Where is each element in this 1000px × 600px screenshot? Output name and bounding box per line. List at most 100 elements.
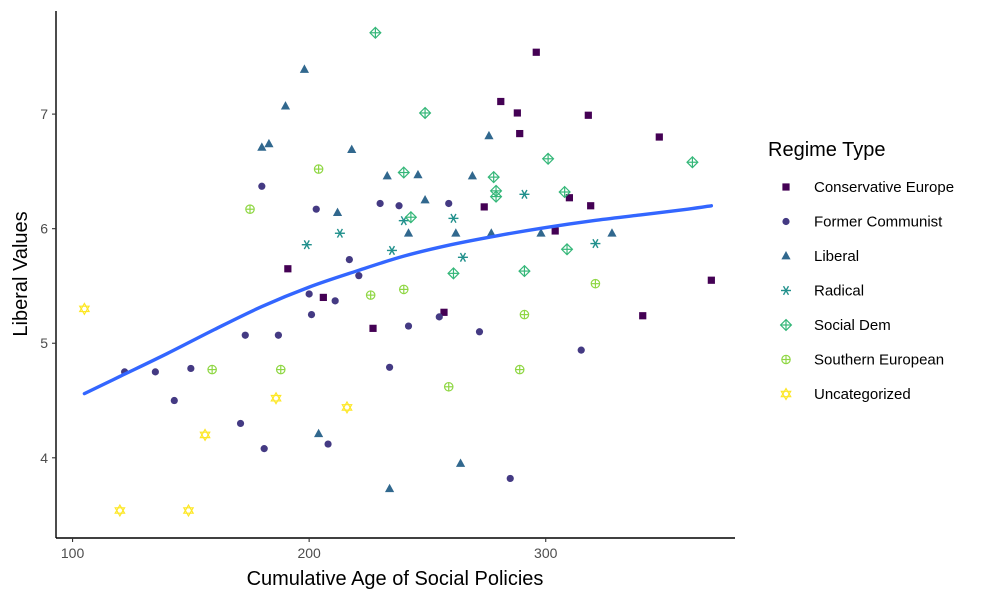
data-point — [334, 228, 345, 238]
data-point — [516, 129, 524, 138]
legend-key — [779, 318, 793, 332]
data-point — [345, 256, 353, 264]
data-point — [467, 170, 477, 180]
legend-item: Social Dem — [779, 317, 891, 334]
data-point — [312, 205, 320, 213]
data-point — [341, 400, 353, 414]
data-point — [577, 346, 585, 354]
data-point — [590, 278, 601, 289]
y-tick-label: 6 — [40, 221, 48, 237]
legend-label: Uncategorized — [814, 386, 911, 403]
data-point — [448, 213, 459, 224]
data-point — [365, 290, 376, 300]
legend-item: Radical — [781, 283, 864, 300]
data-point — [455, 458, 466, 467]
data-point — [560, 243, 574, 256]
data-point — [532, 48, 540, 56]
trend-line — [82, 204, 714, 396]
data-point — [519, 189, 530, 199]
legend-item: Liberal — [781, 248, 859, 265]
data-point — [78, 302, 91, 316]
data-point — [484, 130, 494, 140]
legend-label: Conservative Europe — [814, 179, 954, 196]
data-point — [445, 199, 453, 208]
data-point — [274, 331, 282, 339]
series-uncategorized — [78, 302, 353, 518]
data-point — [187, 364, 195, 373]
data-point — [404, 322, 413, 330]
legend-item: Southern European — [781, 352, 944, 369]
data-point — [420, 195, 430, 204]
legend-label: Liberal — [814, 248, 859, 265]
data-point — [487, 170, 500, 184]
data-point — [497, 97, 505, 106]
series-former-communist — [121, 182, 585, 483]
legend-label: Radical — [814, 283, 864, 300]
legend-item: Former Communist — [782, 214, 943, 231]
legend-item: Conservative Europe — [782, 179, 954, 196]
data-point — [584, 111, 592, 119]
data-point — [207, 364, 217, 375]
data-point — [403, 228, 414, 237]
data-point — [558, 185, 571, 199]
data-point — [301, 240, 312, 250]
data-point — [369, 26, 382, 40]
data-point — [314, 428, 324, 438]
series-social-dem — [369, 26, 699, 280]
data-point — [655, 133, 663, 141]
data-point — [275, 364, 286, 375]
data-point — [639, 312, 647, 320]
data-point — [398, 284, 409, 295]
data-point — [280, 101, 291, 110]
data-point — [565, 194, 573, 202]
data-point — [199, 428, 211, 442]
data-point — [686, 155, 699, 169]
legend-key — [781, 251, 791, 260]
data-point — [395, 202, 403, 210]
data-point — [480, 203, 488, 211]
data-point — [587, 202, 595, 210]
data-point — [443, 381, 454, 392]
data-point — [245, 204, 255, 214]
x-tick-label: 300 — [534, 545, 558, 561]
x-tick-label: 100 — [61, 545, 85, 561]
data-point — [241, 331, 249, 339]
legend: Regime Type Conservative Europe Former Co… — [768, 139, 954, 403]
data-point — [486, 228, 496, 237]
data-point — [514, 364, 525, 375]
y-tick-label: 5 — [40, 335, 48, 351]
data-point — [435, 313, 443, 321]
legend-key — [782, 183, 790, 191]
data-point — [236, 419, 245, 428]
data-point — [607, 228, 617, 237]
data-point — [551, 227, 559, 235]
data-point — [324, 440, 332, 448]
data-point — [299, 64, 310, 73]
data-point — [475, 328, 484, 336]
data-point — [305, 290, 313, 298]
data-point — [506, 474, 514, 483]
data-point — [382, 170, 392, 180]
data-point — [376, 199, 384, 208]
data-point — [313, 164, 324, 174]
data-point — [404, 210, 418, 224]
data-point — [332, 207, 343, 217]
legend-key — [781, 354, 791, 365]
series-southern-european — [207, 164, 601, 392]
data-point — [385, 363, 394, 371]
data-point — [347, 144, 357, 154]
data-point — [369, 324, 377, 332]
data-point — [182, 503, 195, 518]
data-point — [258, 182, 266, 190]
data-point — [384, 483, 395, 493]
data-point — [331, 297, 339, 305]
data-point — [707, 276, 715, 284]
x-tick-label: 200 — [297, 545, 321, 561]
data-point — [270, 391, 282, 405]
data-point — [397, 166, 411, 179]
data-point — [447, 267, 460, 280]
legend-label: Southern European — [814, 352, 944, 369]
data-point — [307, 310, 316, 319]
data-point — [386, 245, 397, 256]
data-point — [536, 228, 546, 237]
